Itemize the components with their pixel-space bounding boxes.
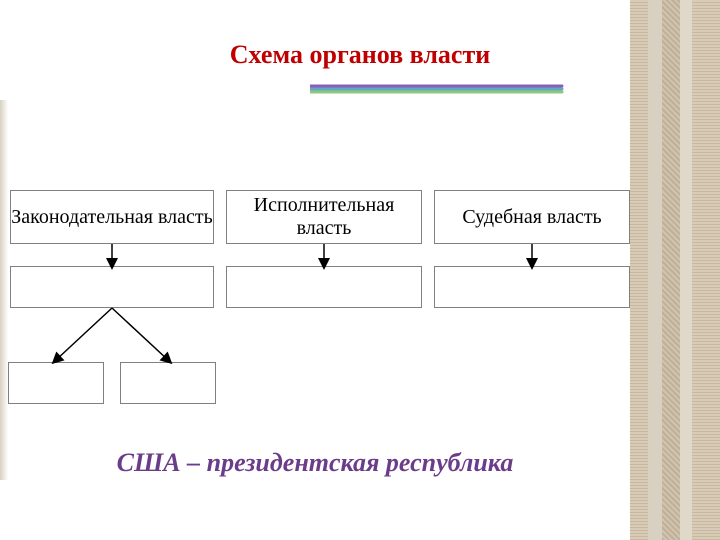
subtitle: США – президентская республика	[0, 448, 630, 478]
